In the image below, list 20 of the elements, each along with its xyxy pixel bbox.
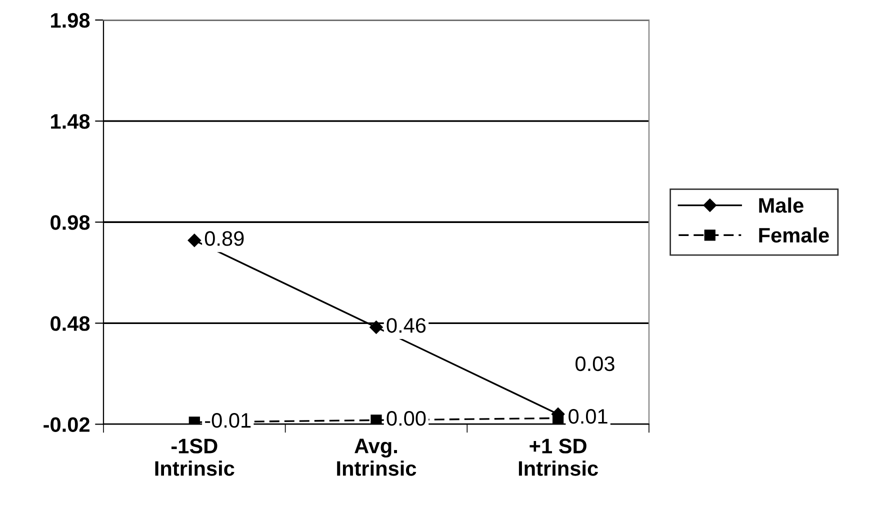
- data-label: 0.03: [576, 356, 614, 372]
- point: [552, 412, 564, 424]
- x-tick-label: -1SD Intrinsic: [155, 438, 234, 476]
- y-tick-label: 0.48: [50, 316, 90, 331]
- point: [370, 320, 383, 334]
- data-label: -0.01: [205, 413, 251, 428]
- data-label: 0.89: [204, 231, 244, 246]
- x-tick-label: Avg. Intrinsic: [337, 438, 416, 476]
- y-tick-label: 1.98: [51, 13, 90, 28]
- x-tick-label: +1 SD Intrinsic: [518, 438, 598, 476]
- y-tick-label: 0.98: [50, 215, 90, 230]
- y-tick-label: -0.02: [44, 417, 90, 432]
- legend-label: Female: [759, 227, 829, 243]
- legend-label: Male: [759, 198, 804, 213]
- data-label: 0.00: [386, 411, 426, 426]
- y-tick-label: 1.48: [51, 114, 90, 129]
- point: [188, 234, 201, 247]
- data-label: 0.46: [386, 318, 426, 333]
- data-label: 0.01: [568, 409, 608, 424]
- point: [370, 414, 382, 424]
